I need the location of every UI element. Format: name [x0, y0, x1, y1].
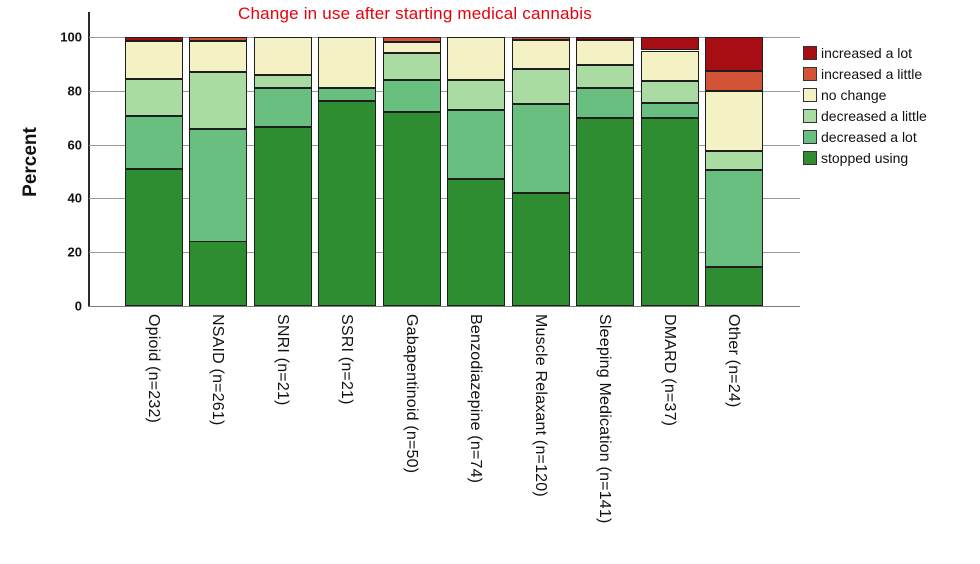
chart-title: Change in use after starting medical can…: [238, 4, 592, 23]
y-tick-label: 80: [67, 83, 82, 99]
bar-segment: [705, 90, 764, 152]
bar-segment: [705, 170, 764, 267]
bar-segment: [253, 126, 312, 306]
bar-segment: [640, 117, 699, 306]
bar-segment: [705, 70, 764, 91]
bar-segment: [125, 41, 183, 79]
legend-label: no change: [821, 86, 887, 103]
legend-swatch: [803, 150, 817, 165]
bar-segment: [189, 241, 248, 306]
y-axis-label: Percent: [20, 127, 41, 197]
bar-segment: [318, 37, 377, 89]
legend-item: stopped using: [803, 147, 927, 168]
bar-segment: [447, 80, 506, 110]
bar-segment: [189, 72, 248, 129]
bar-segment: [125, 168, 183, 306]
y-tick-label: 40: [67, 190, 82, 206]
legend-swatch: [803, 87, 817, 102]
bar-segment: [447, 178, 506, 306]
bar-segment: [447, 109, 506, 179]
bar-segment: [640, 81, 699, 103]
bar-segment: [189, 41, 248, 72]
y-tick-label: 0: [74, 298, 82, 314]
legend-label: increased a little: [821, 65, 923, 82]
x-axis-label: DMARD (n=37): [660, 314, 678, 427]
bar-segment: [253, 88, 312, 127]
x-axis-label: Other (n=24): [725, 314, 743, 408]
legend-label: decreased a little: [821, 107, 927, 124]
gridline: [89, 144, 800, 146]
bar-segment: [705, 37, 764, 71]
bar-segment: [382, 112, 441, 306]
legend-swatch: [803, 108, 817, 123]
legend-item: no change: [803, 84, 927, 105]
legend: increased a lot increased a little no chan…: [803, 42, 927, 168]
legend-item: increased a little: [803, 63, 927, 84]
legend-swatch: [803, 45, 817, 60]
bar-segment: [382, 37, 441, 43]
bar-segment: [253, 75, 312, 89]
y-axis-line: [88, 12, 90, 307]
bar-segment: [511, 69, 570, 105]
bar-segment: [511, 39, 570, 70]
bar-segment: [447, 37, 506, 80]
x-axis-label: SNRI (n=21): [273, 314, 291, 406]
bar-segment: [705, 151, 764, 171]
x-axis-label: Muscle Relaxant (n=120): [531, 314, 549, 497]
x-axis-label: Gabapentinoid (n=50): [402, 314, 420, 474]
bar-segment: [125, 116, 183, 169]
bar-segment: [705, 267, 764, 306]
bar-segment: [576, 88, 635, 118]
y-tick-label: 100: [60, 29, 82, 45]
bar-segment: [125, 37, 183, 41]
bar-segment: [576, 39, 635, 66]
x-axis-label: NSAID (n=261): [209, 314, 227, 426]
bar-segment: [125, 78, 183, 117]
bar-segment: [318, 88, 377, 101]
legend-label: decreased a lot: [821, 128, 917, 145]
bar-segment: [640, 50, 699, 82]
legend-swatch: [803, 129, 817, 144]
legend-swatch: [803, 66, 817, 81]
bar-segment: [318, 101, 377, 306]
bar-segment: [253, 37, 312, 76]
bar-segment: [511, 37, 570, 40]
gridline: [89, 198, 800, 200]
bar-segment: [576, 37, 635, 40]
gridline: [89, 252, 800, 254]
gridline: [89, 37, 800, 38]
bar-segment: [189, 37, 248, 41]
legend-item: increased a lot: [803, 42, 927, 63]
legend-item: decreased a lot: [803, 126, 927, 147]
bar-segment: [382, 53, 441, 80]
bar-segment: [576, 65, 635, 89]
x-axis-label: Benzodiazepine (n=74): [467, 314, 485, 484]
legend-item: decreased a little: [803, 105, 927, 126]
bar-segment: [576, 117, 635, 306]
x-axis-line: [88, 306, 800, 307]
bar-segment: [382, 80, 441, 113]
x-axis-label: SSRI (n=21): [338, 314, 356, 405]
bar-segment: [511, 193, 570, 306]
bar-segment: [511, 104, 570, 194]
legend-label: stopped using: [821, 149, 909, 166]
y-tick-label: 60: [67, 137, 82, 153]
bar-segment: [382, 42, 441, 54]
x-axis-label: Sleeping Medication (n=141): [596, 314, 614, 524]
bar-segment: [640, 37, 699, 51]
x-axis-label: Opioid (n=232): [145, 314, 162, 424]
legend-label: increased a lot: [821, 44, 913, 61]
gridline: [89, 90, 800, 92]
bar-segment: [189, 128, 248, 242]
bar-segment: [640, 102, 699, 118]
y-tick-label: 20: [67, 244, 82, 260]
